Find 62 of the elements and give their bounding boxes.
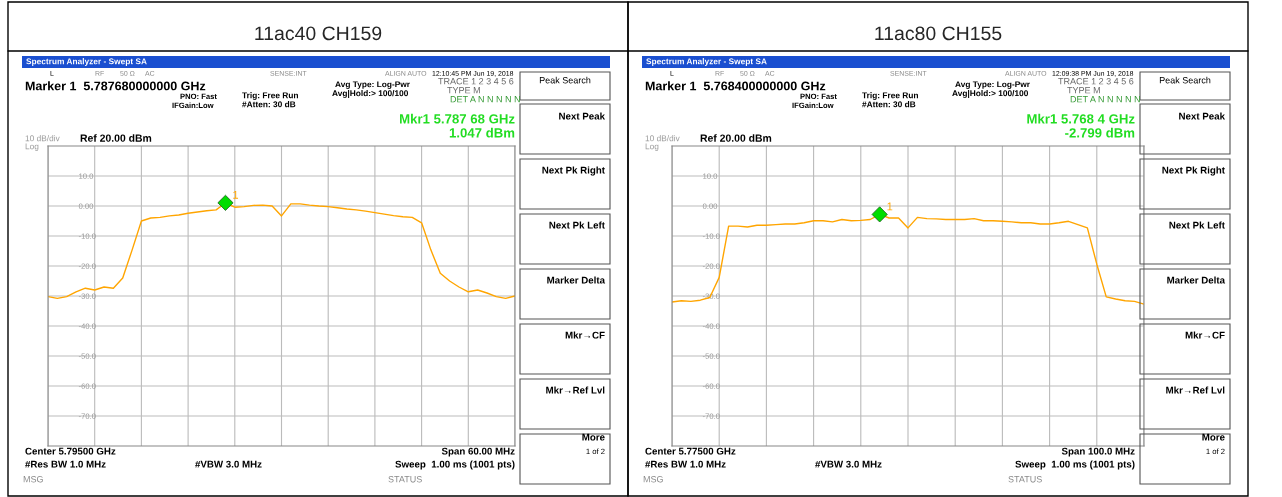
text: Peak Search bbox=[1159, 76, 1211, 84]
text: Trig: Free Run bbox=[862, 92, 918, 100]
text: #Atten: 30 dB bbox=[862, 101, 916, 108]
text: Avg Type: Log-Pwr bbox=[335, 81, 410, 89]
text: DET A N N N N N bbox=[450, 96, 520, 103]
text: STATUS bbox=[1008, 476, 1042, 483]
text: DET A N N N N N bbox=[1070, 96, 1140, 103]
text: Center 5.77500 GHz bbox=[645, 447, 736, 455]
text: Mkr→Ref Lvl bbox=[546, 386, 605, 394]
text: Peak Search bbox=[539, 76, 591, 84]
text: Sweep 1.00 ms (1001 pts) bbox=[395, 460, 515, 470]
text: Avg|Hold:> 100/100 bbox=[952, 90, 1029, 98]
text: TRACE 1 2 3 4 5 6 bbox=[1058, 78, 1134, 85]
text: Span 100.0 MHz bbox=[1061, 447, 1135, 457]
text: Next Pk Left bbox=[549, 221, 605, 229]
text: Spectrum Analyzer - Swept SA bbox=[646, 58, 767, 66]
text: Avg|Hold:> 100/100 bbox=[332, 90, 409, 98]
text: Span 60.00 MHz bbox=[441, 447, 515, 457]
text: #Atten: 30 dB bbox=[242, 101, 296, 108]
text: 10 dB/div bbox=[645, 135, 680, 142]
text: Spectrum Analyzer - Swept SA bbox=[26, 58, 147, 66]
text: Marker 1 5.768400000000 GHz bbox=[645, 81, 826, 91]
text: 10 dB/div bbox=[25, 135, 60, 142]
text: Marker Delta bbox=[547, 276, 606, 284]
text: Mkr→Ref Lvl bbox=[1166, 386, 1225, 394]
text: TYPE M bbox=[1067, 87, 1100, 94]
text: Mkr1 5.787 68 GHz bbox=[400, 113, 515, 124]
text: More bbox=[1202, 433, 1225, 441]
text: Next Peak bbox=[559, 112, 606, 120]
text: Next Pk Left bbox=[1169, 221, 1225, 229]
text: Next Pk Right bbox=[1162, 166, 1225, 176]
text: Mkr→CF bbox=[565, 331, 605, 339]
text: Next Pk Right bbox=[542, 166, 605, 176]
text: STATUS bbox=[388, 476, 422, 483]
text: -2.799 dBm bbox=[1065, 127, 1135, 138]
text: 1.047 dBm bbox=[449, 127, 515, 138]
text: Marker 1 5.787680000000 GHz bbox=[25, 81, 206, 91]
text: Center 5.79500 GHz bbox=[25, 447, 116, 455]
text: MSG bbox=[643, 476, 663, 483]
chart-title: 11ac80 CH155 bbox=[875, 26, 1002, 41]
text: Mkr→CF bbox=[1185, 331, 1225, 339]
text: #Res BW 1.0 MHz bbox=[25, 460, 106, 468]
text: MSG bbox=[23, 476, 43, 483]
text: Next Peak bbox=[1179, 112, 1226, 120]
text: Sweep 1.00 ms (1001 pts) bbox=[1015, 460, 1135, 470]
chart-title: 11ac40 CH159 bbox=[255, 26, 382, 41]
text: TYPE M bbox=[447, 87, 480, 94]
text: Ref 20.00 dBm bbox=[700, 134, 772, 142]
text: #VBW 3.0 MHz bbox=[815, 460, 882, 468]
text: More bbox=[582, 433, 605, 441]
text: Log bbox=[645, 143, 659, 151]
text: Ref 20.00 dBm bbox=[80, 134, 152, 142]
text: Marker Delta bbox=[1167, 276, 1226, 284]
text: Mkr1 5.768 4 GHz bbox=[1027, 113, 1135, 124]
text: #Res BW 1.0 MHz bbox=[645, 460, 726, 468]
text: TRACE 1 2 3 4 5 6 bbox=[438, 78, 514, 85]
series-label: 1 bbox=[233, 191, 239, 199]
series-label: 1 bbox=[887, 202, 893, 211]
text: Trig: Free Run bbox=[242, 92, 298, 100]
text: #VBW 3.0 MHz bbox=[195, 460, 262, 468]
text: Log bbox=[25, 143, 39, 151]
text: Avg Type: Log-Pwr bbox=[955, 81, 1030, 89]
